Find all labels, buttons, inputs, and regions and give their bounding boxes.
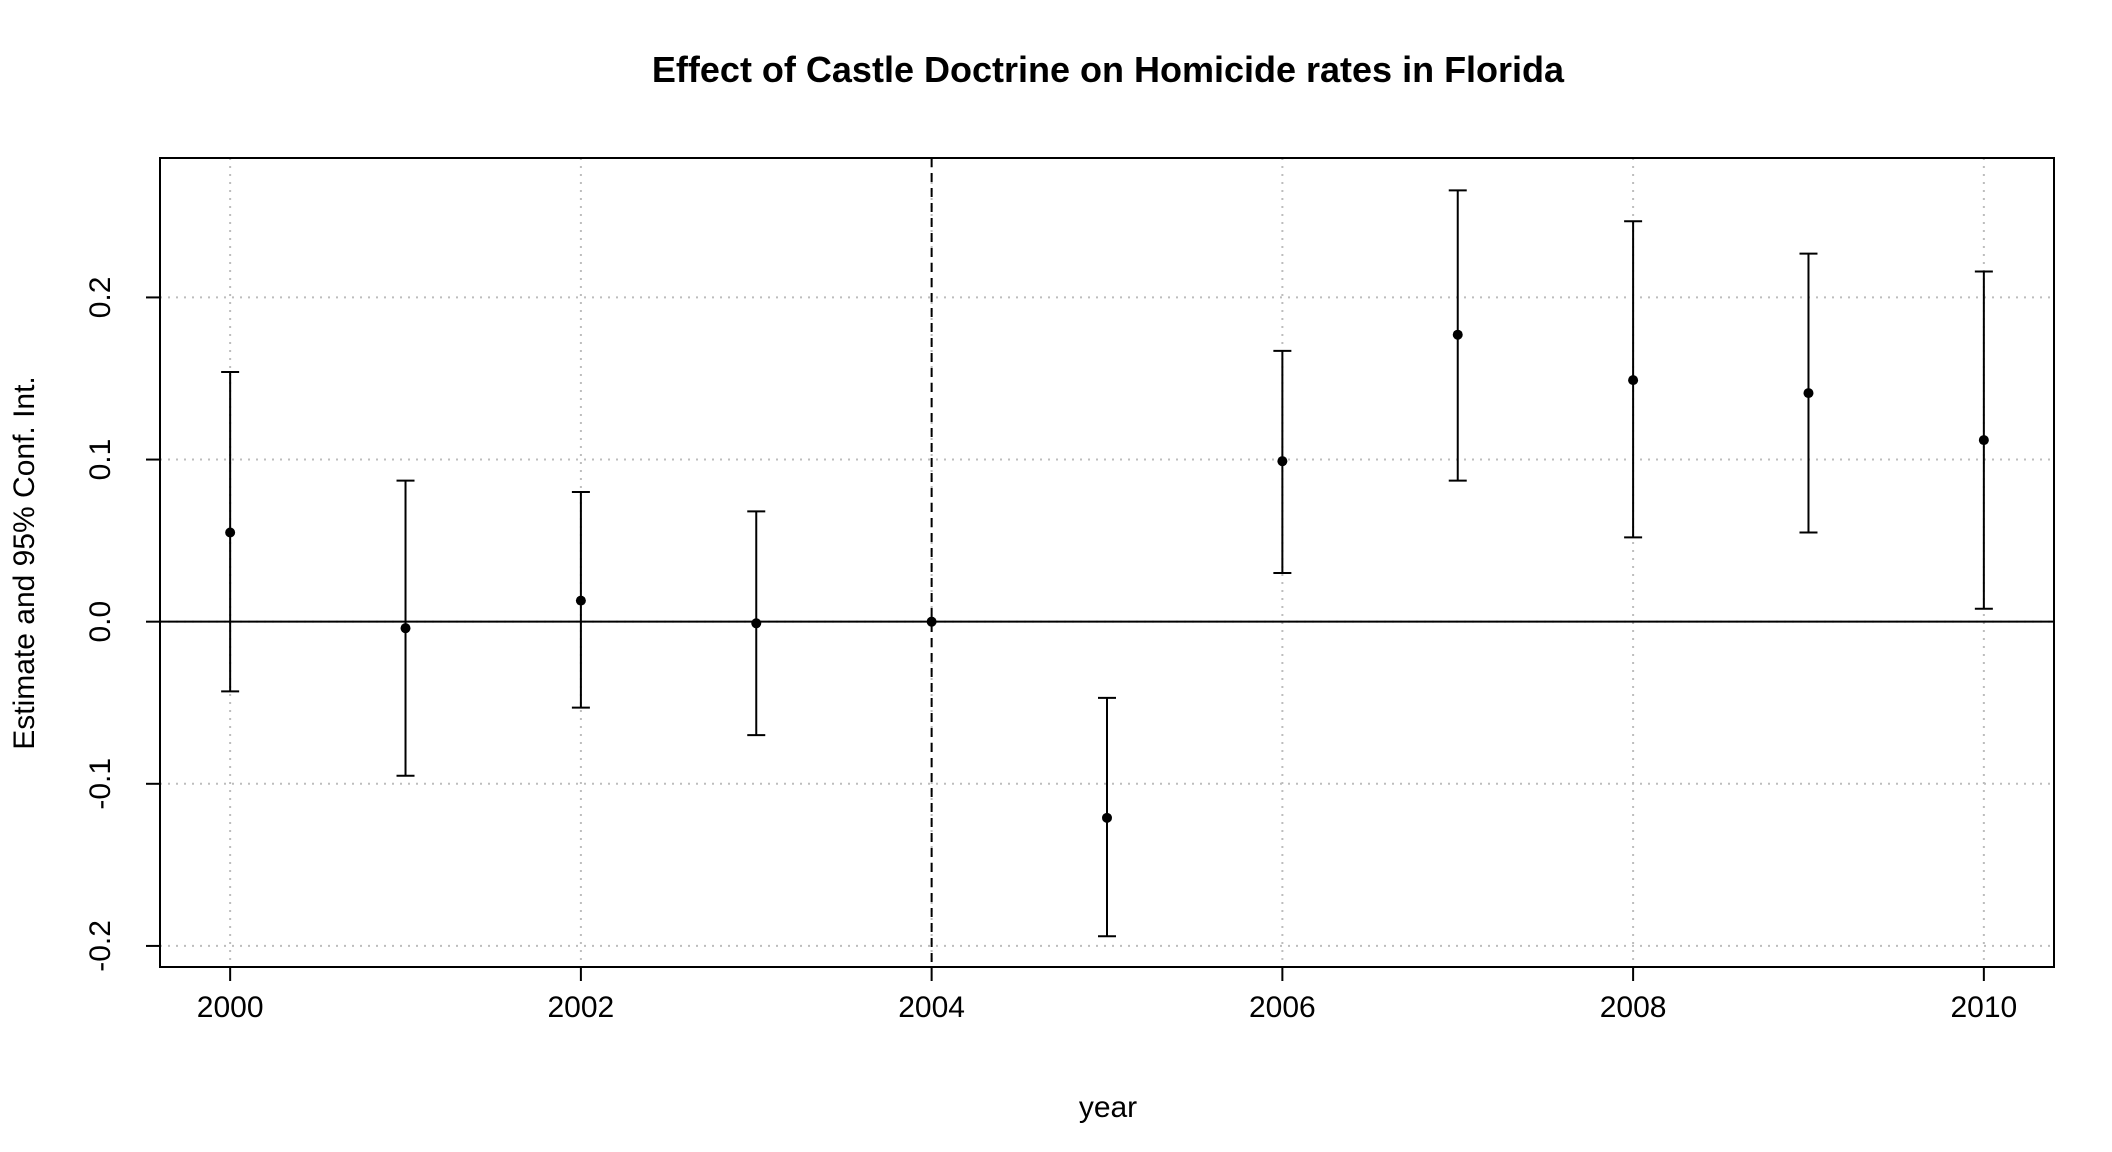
x-axis-label: year [1079, 1091, 1137, 1124]
estimate-point [926, 616, 937, 627]
y-tick-label: 0.0 [84, 601, 117, 643]
points [225, 329, 1989, 823]
y-axis: -0.2 -0.1 0.0 0.1 0.2 [84, 277, 160, 972]
error-bars [221, 189, 1993, 938]
estimate-point [225, 527, 236, 538]
estimate-point [1803, 388, 1814, 399]
y-axis-label: Estimate and 95% Conf. Int. [8, 376, 41, 750]
y-tick-label: 0.2 [84, 277, 117, 319]
x-tick-label: 2010 [1950, 991, 2017, 1024]
estimate-point [1452, 329, 1463, 340]
x-tick-label: 2002 [548, 991, 615, 1024]
x-tick-label: 2004 [898, 991, 965, 1024]
x-tick-label: 2008 [1600, 991, 1667, 1024]
x-tick-label: 2006 [1249, 991, 1316, 1024]
estimate-point [1628, 375, 1639, 386]
y-tick-label: -0.2 [84, 920, 117, 972]
y-tick-label: 0.1 [84, 439, 117, 481]
estimate-point [400, 623, 411, 634]
estimate-point [1102, 812, 1112, 823]
y-tick-label: -0.1 [84, 758, 117, 810]
chart-title: Effect of Castle Doctrine on Homicide ra… [652, 49, 1565, 90]
reference-lines [160, 158, 2054, 967]
estimate-point [751, 618, 762, 629]
x-tick-label: 2000 [197, 991, 264, 1024]
estimate-point [575, 595, 586, 606]
x-axis: 2000 2002 2004 2006 2008 2010 [197, 967, 2017, 1024]
plot-frame [159, 157, 2055, 968]
estimate-point [1978, 435, 1989, 446]
estimate-point [1277, 456, 1288, 467]
